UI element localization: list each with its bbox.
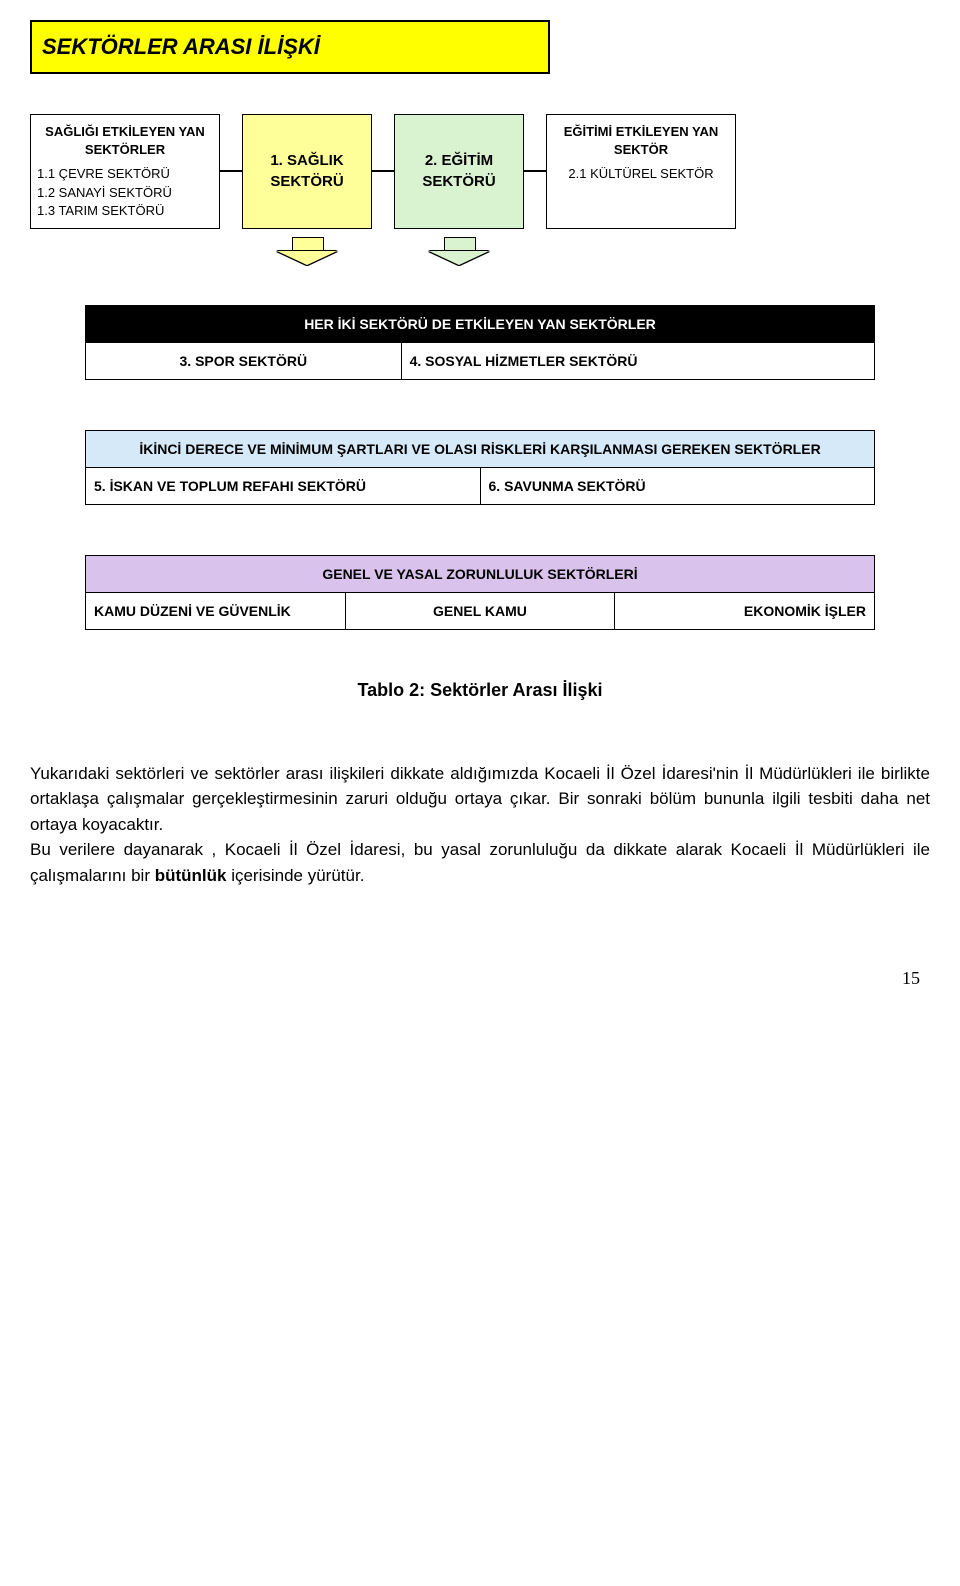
page-title-bar: SEKTÖRLER ARASI İLİŞKİ [30,20,550,74]
left-box-item: 1.1 ÇEVRE SEKTÖRÜ [37,165,213,183]
connector [220,114,242,229]
body-paragraph: Yukarıdaki sektörleri ve sektörler arası… [30,761,930,889]
banner-2: İKİNCİ DERECE VE MİNİMUM ŞARTLARI VE OLA… [85,430,875,505]
page-title: SEKTÖRLER ARASI İLİŞKİ [42,34,320,59]
body-bold: bütünlük [155,866,227,885]
banner-2-cell: 5. İSKAN VE TOPLUM REFAHI SEKTÖRÜ [86,467,481,504]
right-sectors-box: EĞİTİMİ ETKİLEYEN YAN SEKTÖR 2.1 KÜLTÜRE… [546,114,736,229]
arrow-down-icon [242,237,372,265]
right-box-item: 2.1 KÜLTÜREL SEKTÖR [553,165,729,183]
banner-1-header: HER İKİ SEKTÖRÜ DE ETKİLEYEN YAN SEKTÖRL… [304,316,656,332]
left-box-item: 1.3 TARIM SEKTÖRÜ [37,202,213,220]
arrow-row [242,237,930,265]
sector-row: SAĞLIĞI ETKİLEYEN YAN SEKTÖRLER 1.1 ÇEVR… [30,114,930,229]
banner-1: HER İKİ SEKTÖRÜ DE ETKİLEYEN YAN SEKTÖRL… [85,305,875,380]
sector-1-box: 1. SAĞLIK SEKTÖRÜ [242,114,372,229]
connector [372,114,394,229]
right-box-header: EĞİTİMİ ETKİLEYEN YAN SEKTÖR [553,123,729,159]
left-sectors-box: SAĞLIĞI ETKİLEYEN YAN SEKTÖRLER 1.1 ÇEVR… [30,114,220,229]
sector-2-box: 2. EĞİTİM SEKTÖRÜ [394,114,524,229]
banner-2-cell: 6. SAVUNMA SEKTÖRÜ [480,467,875,504]
banner-1-cell: 3. SPOR SEKTÖRÜ [86,342,402,379]
left-box-header: SAĞLIĞI ETKİLEYEN YAN SEKTÖRLER [37,123,213,159]
sector-1-label: 1. SAĞLIK SEKTÖRÜ [249,150,365,192]
banner-3-cell: GENEL KAMU [346,592,614,629]
banner-3-cell: EKONOMİK İŞLER [614,592,874,629]
left-box-item: 1.2 SANAYİ SEKTÖRÜ [37,184,213,202]
sector-2-label: 2. EĞİTİM SEKTÖRÜ [401,150,517,192]
table-caption: Tablo 2: Sektörler Arası İlişki [30,680,930,701]
connector [524,114,546,229]
banner-1-cell: 4. SOSYAL HİZMETLER SEKTÖRÜ [401,342,874,379]
body-text-3: içerisinde yürütür. [226,866,364,885]
banner-3-header: GENEL VE YASAL ZORUNLULUK SEKTÖRLERİ [322,566,637,582]
body-text-1: Yukarıdaki sektörleri ve sektörler arası… [30,764,930,834]
banner-3-cell: KAMU DÜZENİ VE GÜVENLİK [86,592,346,629]
page-number: 15 [30,968,930,989]
banner-2-header: İKİNCİ DERECE VE MİNİMUM ŞARTLARI VE OLA… [139,441,820,457]
banner-3: GENEL VE YASAL ZORUNLULUK SEKTÖRLERİ KAM… [85,555,875,630]
arrow-down-icon [394,237,524,265]
